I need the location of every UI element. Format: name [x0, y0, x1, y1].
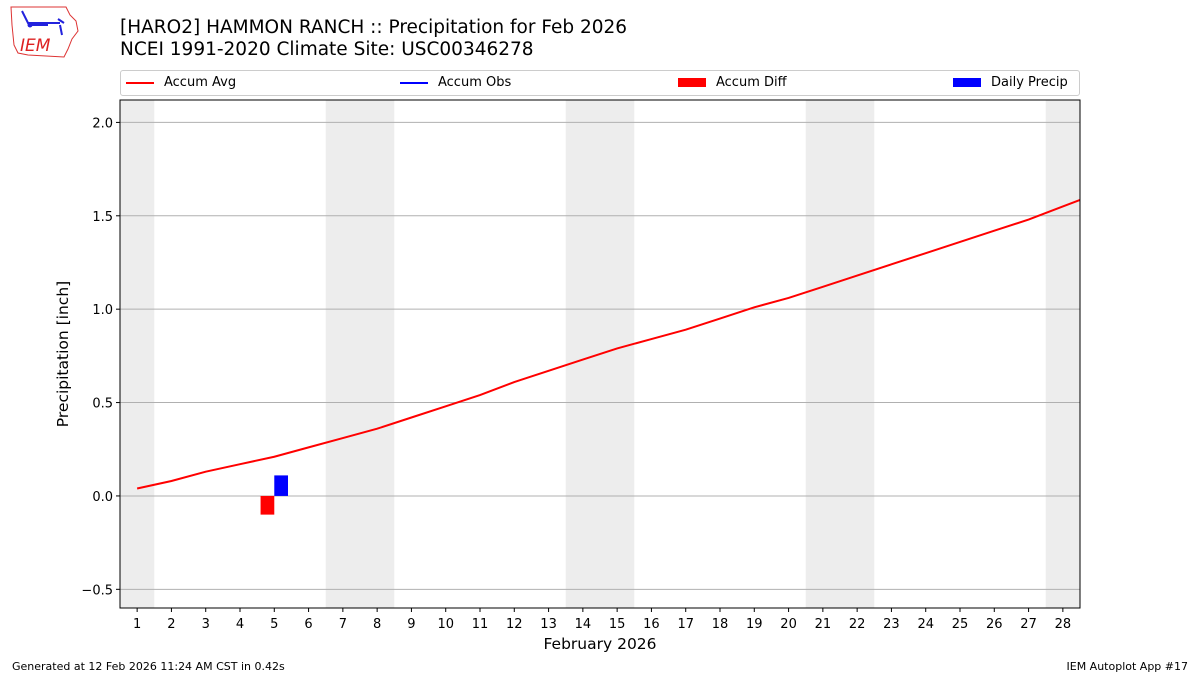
y-tick-label: 0.0: [92, 490, 113, 505]
y-tick-label: 1.0: [92, 303, 113, 318]
chart-subtitle: NCEI 1991-2020 Climate Site: USC00346278: [120, 39, 534, 60]
x-tick-label: 28: [1055, 617, 1072, 632]
chart-title: [HARO2] HAMMON RANCH :: Precipitation fo…: [120, 17, 628, 38]
legend: Accum Avg Accum Obs Accum Diff Daily Pre…: [120, 70, 1080, 96]
y-tick-label: 1.5: [92, 210, 113, 225]
weekend-shade: [1045, 100, 1080, 608]
x-tick-label: 13: [540, 617, 557, 632]
weekend-shade: [120, 100, 155, 608]
x-tick-label: 18: [712, 617, 729, 632]
x-tick-label: 2: [167, 617, 175, 632]
legend-accum-diff: Accum Diff: [678, 75, 787, 90]
bar-accum-diff: [260, 495, 275, 515]
x-tick-label: 23: [883, 617, 900, 632]
plot-frame: [119, 99, 1081, 609]
legend-accum-obs: Accum Obs: [400, 75, 511, 90]
iem-logo: IEM: [10, 6, 79, 58]
x-tick-label: 8: [373, 617, 381, 632]
y-tick-label: 2.0: [92, 116, 113, 131]
y-tick-label: −0.5: [81, 583, 113, 598]
x-tick-label: 17: [677, 617, 694, 632]
weekend-shade: [325, 100, 395, 608]
footer-generated: Generated at 12 Feb 2026 11:24 AM CST in…: [12, 660, 285, 673]
x-tick-label: 19: [746, 617, 763, 632]
x-tick-label: 12: [506, 617, 523, 632]
line-accum-avg: [136, 198, 1080, 490]
x-axis-label: February 2026: [543, 635, 656, 653]
x-tick-label: 10: [437, 617, 454, 632]
logo-text: IEM: [20, 36, 51, 56]
x-tick-label: 24: [917, 617, 934, 632]
x-tick-label: 15: [609, 617, 626, 632]
x-tick-label: 7: [339, 617, 347, 632]
x-tick-label: 11: [472, 617, 489, 632]
weekend-shade: [805, 100, 875, 608]
x-tick-label: 25: [952, 617, 969, 632]
y-axis-label: Precipitation [inch]: [54, 281, 72, 427]
x-tick-label: 21: [815, 617, 832, 632]
bar-daily-precip: [274, 475, 288, 496]
x-tick-label: 1: [133, 617, 141, 632]
footer-app: IEM Autoplot App #17: [1066, 660, 1189, 673]
x-tick-label: 27: [1020, 617, 1037, 632]
y-tick-label: 0.5: [92, 397, 113, 412]
x-tick-label: 3: [202, 617, 210, 632]
x-tick-label: 6: [304, 617, 312, 632]
x-tick-label: 4: [236, 617, 244, 632]
x-tick-label: 20: [780, 617, 797, 632]
x-tick-label: 22: [849, 617, 866, 632]
x-tick-label: 9: [407, 617, 415, 632]
x-tick-label: 14: [575, 617, 592, 632]
legend-accum-avg: Accum Avg: [126, 75, 236, 90]
legend-daily-precip: Daily Precip: [953, 75, 1068, 90]
x-tick-label: 26: [986, 617, 1003, 632]
x-tick-label: 16: [643, 617, 660, 632]
x-tick-label: 5: [270, 617, 278, 632]
